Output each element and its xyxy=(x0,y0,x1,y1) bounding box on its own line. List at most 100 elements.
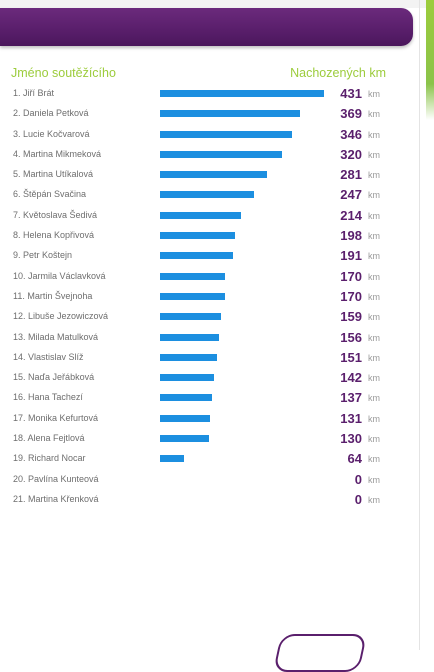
distance-value: 170 xyxy=(340,268,362,284)
distance-value: 137 xyxy=(340,390,362,406)
competitor-name: 17. Monika Kefurtová xyxy=(13,412,99,423)
distance-value: 281 xyxy=(340,167,362,183)
distance-unit: km xyxy=(368,454,380,465)
list-item: 9. Petr Koštejn 191 km xyxy=(0,246,420,266)
distance-unit: km xyxy=(368,129,380,140)
distance-unit: km xyxy=(368,291,380,302)
distance-unit: km xyxy=(368,149,380,160)
distance-bar xyxy=(160,333,219,341)
distance-value: 151 xyxy=(340,349,362,365)
list-item: 2. Daniela Petková 369 km xyxy=(0,104,420,124)
distance-value: 130 xyxy=(340,431,362,447)
distance-unit: km xyxy=(368,494,380,505)
distance-value: 170 xyxy=(340,288,362,304)
leaderboard-list: 1. Jiří Brát 431 km 2. Daniela Petková 369 km… xyxy=(0,84,420,510)
distance-value: 431 xyxy=(340,86,362,101)
distance-value: 369 xyxy=(340,106,362,122)
distance-unit: km xyxy=(368,89,380,99)
distance-bar xyxy=(160,272,225,280)
distance-unit: km xyxy=(368,434,380,445)
list-item: 8. Helena Kopřivová 198 km xyxy=(0,226,420,246)
list-item: 1. Jiří Brát 431 km xyxy=(0,84,420,104)
competitor-name: 14. Vlastislav Slíž xyxy=(13,351,84,362)
distance-value: 142 xyxy=(340,370,362,386)
competitor-name: 10. Jarmila Václavková xyxy=(13,270,106,281)
list-item: 5. Martina Utíkalová 281 km xyxy=(0,165,420,185)
list-item: 21. Martina Křenková 0 km xyxy=(0,490,420,510)
distance-value: 198 xyxy=(340,228,362,244)
top-strip xyxy=(0,0,434,8)
list-item: 17. Monika Kefurtová 131 km xyxy=(0,409,420,429)
distance-bar xyxy=(160,394,212,402)
distance-value: 191 xyxy=(340,248,362,264)
competitor-name: 13. Milada Matulková xyxy=(13,331,99,342)
distance-bar xyxy=(160,191,254,199)
competitor-name: 6. Štěpán Svačina xyxy=(13,189,87,200)
distance-value: 320 xyxy=(340,146,362,162)
competitor-name: 21. Martina Křenková xyxy=(13,493,99,504)
distance-unit: km xyxy=(368,393,380,404)
distance-bar xyxy=(160,171,267,179)
distance-bar xyxy=(160,353,217,361)
distance-value: 247 xyxy=(340,187,362,203)
distance-unit: km xyxy=(368,373,380,384)
list-item: 12. Libuše Jezowiczová 159 km xyxy=(0,307,420,327)
competitor-name: 1. Jiří Brát xyxy=(13,88,55,98)
list-item: 7. Květoslava Šedivá 214 km xyxy=(0,206,420,226)
competitor-name: 2. Daniela Petková xyxy=(13,108,89,119)
competitor-name: 16. Hana Tachezí xyxy=(13,392,83,403)
distance-value: 159 xyxy=(340,309,362,325)
competitor-name: 11. Martin Švejnoha xyxy=(13,290,93,301)
distance-unit: km xyxy=(368,109,380,120)
list-item: 3. Lucie Kočvarová 346 km xyxy=(0,125,420,145)
more-button[interactable] xyxy=(272,634,368,672)
competitor-name: 15. Naďa Jeřábková xyxy=(13,372,95,383)
competitor-name: 8. Helena Kopřivová xyxy=(13,230,95,241)
competitor-name: 12. Libuše Jezowiczová xyxy=(13,311,109,322)
header-bar xyxy=(0,8,413,46)
distance-unit: km xyxy=(368,190,380,201)
distance-bar xyxy=(160,414,210,422)
distance-bar xyxy=(160,211,241,219)
competitor-name: 4. Martina Mikmeková xyxy=(13,148,102,159)
distance-value: 0 xyxy=(354,471,362,487)
distance-bar xyxy=(160,292,225,300)
distance-unit: km xyxy=(368,413,380,424)
competitor-name: 9. Petr Koštejn xyxy=(13,250,73,261)
distance-bar xyxy=(160,252,233,260)
distance-bar xyxy=(160,435,209,443)
list-item: 16. Hana Tachezí 137 km xyxy=(0,388,420,408)
distance-unit: km xyxy=(368,312,380,323)
distance-unit: km xyxy=(368,271,380,282)
list-item: 15. Naďa Jeřábková 142 km xyxy=(0,368,420,388)
competitor-name: 20. Pavlína Kunteová xyxy=(13,473,99,484)
distance-value: 131 xyxy=(340,410,362,426)
distance-bar xyxy=(160,90,324,97)
distance-value: 346 xyxy=(340,126,362,142)
list-item: 20. Pavlína Kunteová 0 km xyxy=(0,470,420,490)
distance-bar xyxy=(160,374,214,382)
distance-unit: km xyxy=(368,332,380,343)
competitor-name: 7. Květoslava Šedivá xyxy=(13,209,98,220)
distance-unit: km xyxy=(368,352,380,363)
distance-bar xyxy=(160,110,300,118)
distance-unit: km xyxy=(368,251,380,262)
distance-value: 0 xyxy=(354,491,362,507)
panel-right-border xyxy=(419,0,420,650)
distance-value: 214 xyxy=(340,207,362,223)
distance-value: 64 xyxy=(347,451,362,467)
list-item: 19. Richard Nocar 64 km xyxy=(0,449,420,469)
distance-unit: km xyxy=(368,474,380,485)
distance-bar xyxy=(160,130,292,138)
list-item: 10. Jarmila Václavková 170 km xyxy=(0,267,420,287)
list-item: 18. Alena Fejtlová 130 km xyxy=(0,429,420,449)
distance-unit: km xyxy=(368,170,380,181)
list-item: 6. Štěpán Svačina 247 km xyxy=(0,185,420,205)
list-item: 11. Martin Švejnoha 170 km xyxy=(0,287,420,307)
distance-value: 156 xyxy=(340,329,362,345)
competitor-name: 3. Lucie Kočvarová xyxy=(13,128,90,139)
distance-bar xyxy=(160,150,282,158)
list-item: 13. Milada Matulková 156 km xyxy=(0,328,420,348)
distance-unit: km xyxy=(368,210,380,221)
competitor-name: 19. Richard Nocar xyxy=(13,453,86,464)
